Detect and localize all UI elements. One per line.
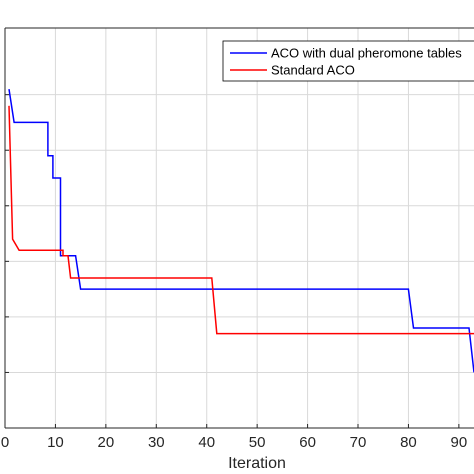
series-line-1 [8, 105, 474, 335]
grid-lines [5, 28, 474, 428]
legend: ACO with dual pheromone tables Standard … [222, 40, 474, 82]
x-axis-label: Iteration [228, 455, 286, 472]
x-tick-label: 20 [98, 434, 115, 451]
axes [4, 27, 474, 429]
plot-area [5, 28, 474, 428]
x-tick-labels: 0 10 20 30 40 50 60 70 80 90 [1, 434, 467, 451]
x-tick-label: 10 [47, 434, 64, 451]
legend-entry-standard-aco: Standard ACO [271, 63, 355, 78]
legend-box [222, 40, 474, 82]
x-tick-label: 90 [451, 434, 468, 451]
x-tick-label: 70 [350, 434, 367, 451]
x-tick-label: 80 [400, 434, 417, 451]
x-tick-label: 60 [299, 434, 316, 451]
x-tick-label: 50 [249, 434, 266, 451]
x-tick-label: 0 [1, 434, 9, 451]
legend-entry-aco-dual: ACO with dual pheromone tables [271, 46, 462, 61]
series-line-0 [8, 88, 474, 373]
x-tick-label: 30 [148, 434, 165, 451]
x-tick-label: 40 [198, 434, 215, 451]
series-lines [8, 88, 474, 373]
